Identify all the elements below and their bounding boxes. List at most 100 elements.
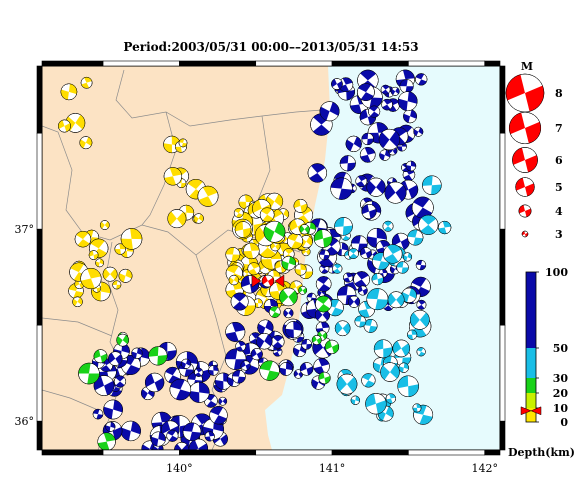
focal-mechanism bbox=[368, 105, 381, 118]
focal-mechanism bbox=[228, 274, 240, 286]
focal-mechanism bbox=[247, 262, 261, 276]
focal-mechanism bbox=[240, 360, 251, 371]
focal-mechanism bbox=[131, 347, 143, 359]
focal-mechanism bbox=[334, 320, 351, 337]
focal-mechanism bbox=[365, 393, 387, 415]
focal-mechanism-layer bbox=[57, 69, 452, 450]
focal-mechanism bbox=[57, 119, 71, 133]
focal-mechanism bbox=[235, 340, 247, 352]
focal-mechanism bbox=[116, 333, 130, 347]
focal-mechanism bbox=[413, 126, 424, 137]
focal-mechanism bbox=[209, 406, 228, 425]
focal-mechanism bbox=[78, 362, 100, 385]
focal-mechanism bbox=[381, 98, 393, 111]
focal-mechanism bbox=[319, 101, 340, 122]
focal-mechanism bbox=[360, 247, 372, 259]
magnitude-legend-label: 3 bbox=[555, 228, 563, 241]
focal-mechanism bbox=[178, 138, 188, 148]
magnitude-legend-symbol bbox=[518, 204, 532, 218]
focal-mechanism bbox=[279, 362, 293, 376]
focal-mechanism bbox=[150, 431, 166, 447]
focal-mechanism bbox=[366, 288, 389, 311]
focal-mechanism bbox=[166, 429, 179, 442]
focal-mechanism bbox=[416, 347, 426, 357]
focal-mechanism bbox=[103, 399, 123, 420]
focal-mechanism bbox=[415, 73, 428, 86]
focal-mechanism bbox=[113, 375, 127, 388]
magnitude-legend-label: 5 bbox=[555, 181, 563, 194]
focal-mechanism bbox=[313, 229, 333, 248]
depth-color-bar: Depth(km) 100 50 30 20 100 bbox=[508, 266, 575, 459]
focal-mechanism bbox=[392, 339, 411, 358]
focal-mechanism bbox=[120, 420, 141, 442]
magnitude-legend: M 8 7 6 5 4 3 bbox=[505, 60, 563, 241]
focal-mechanism bbox=[167, 209, 187, 229]
focal-mechanism bbox=[357, 285, 368, 296]
focal-mechanism bbox=[80, 76, 93, 89]
focal-mechanism bbox=[72, 296, 83, 308]
depth-tick-label: 30 bbox=[553, 372, 569, 385]
focal-mechanism bbox=[416, 299, 427, 310]
focal-mechanism bbox=[80, 267, 102, 290]
focal-mechanism bbox=[279, 287, 298, 307]
focal-mechanism bbox=[380, 362, 400, 382]
focal-mechanism bbox=[348, 248, 359, 259]
focal-mechanism bbox=[263, 220, 286, 243]
magnitude-legend-symbol bbox=[505, 73, 545, 113]
focal-mechanism bbox=[407, 229, 424, 246]
map-frame bbox=[36, 60, 506, 456]
focal-mechanism bbox=[384, 181, 407, 204]
focal-mechanism bbox=[268, 306, 281, 318]
focal-mechanism bbox=[204, 431, 215, 442]
focal-mechanism bbox=[350, 235, 368, 252]
focal-mechanism bbox=[79, 136, 93, 150]
focal-mechanism bbox=[397, 375, 419, 398]
focal-mechanism bbox=[188, 438, 209, 450]
focal-mechanism bbox=[89, 238, 109, 258]
depth-color-band bbox=[526, 378, 536, 393]
focal-mechanism bbox=[112, 280, 122, 290]
focal-mechanism bbox=[387, 291, 405, 309]
focal-mechanism bbox=[256, 333, 273, 350]
focal-mechanism bbox=[120, 228, 143, 250]
focal-mechanism bbox=[418, 214, 439, 235]
focal-mechanism bbox=[401, 287, 417, 303]
focal-mechanism bbox=[399, 79, 414, 94]
focal-mechanism bbox=[259, 360, 280, 381]
focal-mechanism bbox=[259, 207, 275, 223]
focal-mechanism bbox=[390, 86, 400, 96]
focal-mechanism bbox=[422, 175, 442, 195]
focal-mechanism bbox=[60, 83, 78, 101]
focal-mechanism bbox=[313, 358, 330, 375]
focal-mechanism bbox=[97, 432, 116, 450]
map-area bbox=[42, 66, 500, 450]
focal-mechanism bbox=[118, 268, 133, 283]
mainshock-beachball bbox=[261, 274, 275, 288]
depth-tick-label: 100 bbox=[545, 266, 568, 279]
focal-mechanism bbox=[315, 295, 332, 313]
focal-mechanism bbox=[336, 373, 358, 395]
focal-mechanism bbox=[301, 338, 312, 350]
focal-mechanism bbox=[208, 365, 219, 376]
focal-mechanism bbox=[182, 422, 202, 442]
focal-mechanism bbox=[307, 163, 327, 183]
focal-mechanism bbox=[88, 250, 99, 260]
focal-mechanism bbox=[230, 292, 249, 311]
focal-mechanism bbox=[354, 315, 367, 328]
focal-mechanism bbox=[361, 373, 376, 388]
focal-mechanism bbox=[319, 249, 330, 261]
focal-mechanism bbox=[353, 271, 370, 288]
focal-mechanism bbox=[378, 128, 401, 151]
map-title: Period:2003/05/31 00:00––2013/05/31 14:5… bbox=[123, 40, 419, 54]
focal-mechanism bbox=[359, 146, 376, 163]
focal-mechanism bbox=[257, 319, 274, 336]
depth-color-band bbox=[526, 408, 536, 422]
focal-mechanism bbox=[232, 369, 246, 384]
focal-mechanism bbox=[108, 351, 123, 366]
focal-mechanism bbox=[361, 132, 374, 146]
focal-mechanism bbox=[324, 339, 340, 355]
focal-mechanism bbox=[286, 233, 304, 250]
focal-mechanism bbox=[218, 396, 228, 406]
focal-mechanism bbox=[93, 349, 108, 364]
focal-mechanism bbox=[294, 263, 307, 276]
